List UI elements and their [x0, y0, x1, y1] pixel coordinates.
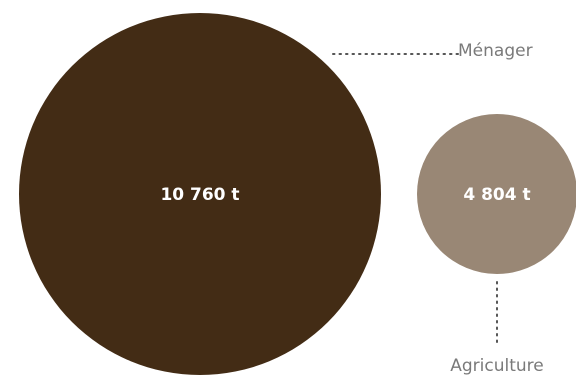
category-label-agriculture: Agriculture: [450, 356, 544, 376]
category-label-menager: Ménager: [458, 41, 533, 61]
bubble-agriculture: 4 804 t Agriculture: [417, 114, 576, 376]
value-label-agriculture: 4 804 t: [463, 185, 530, 205]
bubble-menager: 10 760 t Ménager: [19, 13, 533, 375]
bubble-circle-menager: [19, 13, 381, 375]
value-label-menager: 10 760 t: [160, 185, 239, 205]
bubble-circle-agriculture: [417, 114, 576, 274]
